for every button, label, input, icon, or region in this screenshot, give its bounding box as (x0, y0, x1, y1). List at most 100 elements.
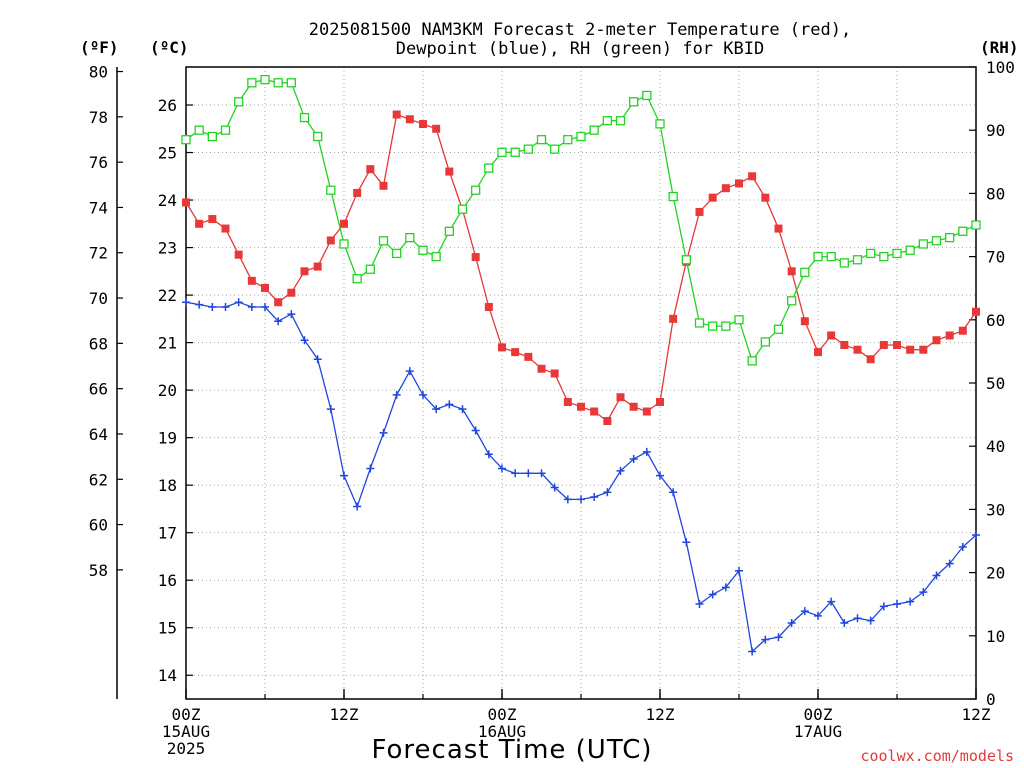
dewpoint-point (853, 614, 862, 623)
celsius-axis-label: (ºC) (150, 38, 189, 57)
temperature-point (445, 167, 454, 176)
temperature-point (432, 124, 441, 133)
dewpoint-point (642, 447, 651, 456)
temperature-point (866, 355, 875, 364)
relative-humidity-point (839, 258, 849, 268)
dewpoint-point (577, 495, 585, 504)
dewpoint-point (208, 302, 217, 311)
relative-humidity-point (523, 144, 533, 154)
relative-humidity-point (194, 125, 204, 135)
relative-humidity-point (181, 135, 191, 145)
dewpoint-point (748, 647, 757, 656)
relative-humidity-point (234, 97, 244, 107)
source-credit: coolwx.com/models (860, 747, 1014, 765)
relative-humidity-point (615, 116, 626, 126)
relative-humidity-point (931, 236, 942, 246)
fahrenheit-tick-label: 70 (89, 289, 108, 308)
temperature-point (471, 253, 480, 262)
dewpoint-point (511, 469, 520, 478)
temperature-point (261, 283, 269, 292)
dewpoint-point (787, 618, 796, 627)
fahrenheit-tick-label: 76 (89, 153, 108, 172)
relative-humidity-point (918, 239, 928, 249)
celsius-tick-label: 14 (158, 666, 177, 685)
celsius-tick-label: 19 (158, 429, 177, 448)
fahrenheit-tick-label: 66 (89, 380, 108, 399)
relative-humidity-point (352, 274, 362, 284)
temperature-point (669, 314, 678, 323)
relative-humidity-point (892, 248, 902, 259)
rh-tick-label: 20 (986, 564, 1005, 583)
relative-humidity-point (444, 226, 454, 236)
dewpoint-point (774, 633, 783, 642)
relative-humidity-point (247, 78, 257, 88)
relative-humidity-point (681, 255, 691, 265)
dewpoint-point (524, 469, 533, 478)
relative-humidity-point (286, 78, 296, 88)
relative-humidity-point (813, 251, 823, 262)
relative-humidity-point (273, 78, 283, 88)
dewpoint-point (708, 590, 717, 599)
fahrenheit-tick-label: 74 (89, 198, 108, 217)
dewpoint-point (945, 559, 954, 568)
time-tick-label: 00Z (804, 705, 833, 724)
temperature-point (656, 398, 664, 407)
temperature-point (814, 348, 822, 357)
temperature-point (577, 402, 585, 411)
rh-axis: 0 10 20 30 40 50 60 70 80 90 100 (969, 58, 1015, 709)
relative-humidity-point (563, 135, 573, 145)
dewpoint-point (893, 599, 901, 608)
rh-tick-label: 0 (986, 690, 996, 709)
dewpoint-point (484, 450, 493, 459)
temperature-point (774, 224, 783, 233)
relative-humidity-point (945, 232, 955, 243)
relative-humidity-point (655, 119, 665, 129)
dewpoint-point (326, 405, 335, 414)
time-tick-label: 12Z (330, 705, 359, 724)
temperature-point (958, 326, 967, 335)
celsius-tick-label: 23 (158, 239, 177, 258)
relative-humidity-point (747, 356, 757, 366)
dewpoint-point (366, 464, 375, 473)
time-tick-label: 00Z (488, 705, 517, 724)
relative-humidity-point (760, 337, 770, 347)
temperature-point (761, 193, 770, 202)
dewpoint-point (958, 542, 967, 551)
temperature-point (182, 198, 190, 207)
temperature-point (945, 331, 954, 340)
dewpoint-point (432, 405, 441, 414)
celsius-tick-label: 25 (158, 144, 177, 163)
rh-tick-label: 90 (986, 121, 1005, 140)
dewpoint-point (735, 566, 743, 575)
series-layer (181, 74, 981, 656)
dewpoint-point (261, 302, 269, 311)
time-tick-label: 00Z (172, 705, 201, 724)
temperature-point (972, 307, 980, 316)
fahrenheit-tick-label: 80 (89, 63, 108, 82)
relative-humidity-point (852, 255, 863, 265)
grid-layer (186, 67, 976, 699)
rh-tick-label: 100 (986, 58, 1015, 77)
relative-humidity-point (550, 144, 560, 154)
relative-humidity-point (866, 248, 876, 259)
dewpoint-point (221, 302, 230, 311)
dewpoint-point (682, 538, 691, 547)
relative-humidity-point (576, 131, 586, 142)
relative-humidity-point (313, 131, 323, 142)
rh-tick-label: 60 (986, 311, 1005, 330)
rh-tick-label: 40 (986, 437, 1005, 456)
dewpoint-point (669, 488, 678, 497)
relative-humidity-point (694, 318, 705, 328)
temperature-point (800, 317, 809, 326)
temperature-point (353, 188, 362, 197)
dewpoint-point (287, 310, 296, 319)
chart-title-line-2: Dewpoint (blue), RH (green) for KBID (396, 39, 764, 59)
relative-humidity-point (536, 135, 547, 145)
dewpoint-point (379, 428, 388, 437)
temperature-point (853, 345, 862, 354)
temperature-point (590, 407, 599, 416)
relative-humidity-point (589, 125, 599, 135)
dewpoint-point (195, 300, 204, 309)
time-tick-label: 17AUG (794, 722, 842, 741)
relative-humidity-point (773, 324, 784, 334)
